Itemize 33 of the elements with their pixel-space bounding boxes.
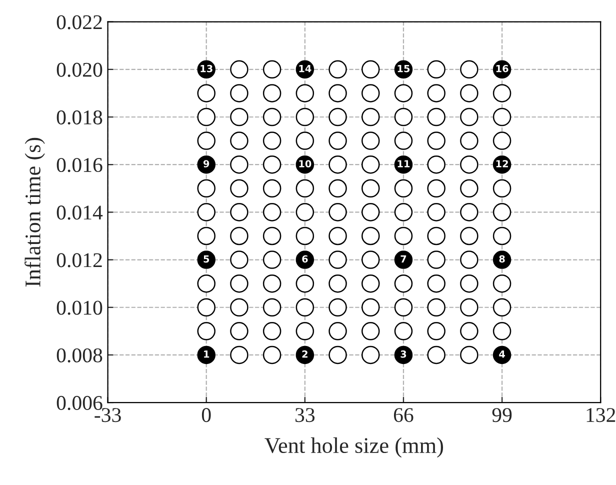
annotation: 15 bbox=[398, 65, 410, 72]
x-tick-label: 66 bbox=[394, 408, 414, 422]
y-axis-title: Inflation time (s) bbox=[24, 138, 45, 287]
y-tick-label: 0.016 bbox=[56, 158, 102, 172]
annotation: 5 bbox=[204, 255, 210, 263]
annotation: 3 bbox=[400, 350, 406, 358]
x-tick-label: -33 bbox=[94, 408, 121, 422]
x-tick-label: 99 bbox=[492, 408, 512, 422]
annotation: 16 bbox=[496, 64, 508, 72]
annotation: 9 bbox=[203, 160, 210, 168]
y-tick-label: 0.006 bbox=[56, 396, 102, 410]
y-tick-label: 0.022 bbox=[56, 15, 102, 30]
annotation: 11 bbox=[398, 160, 410, 168]
y-tick-label: 0.010 bbox=[56, 300, 102, 315]
annotation: 7 bbox=[400, 255, 406, 262]
annotation: 8 bbox=[499, 255, 505, 263]
y-tick-label: 0.014 bbox=[56, 206, 103, 220]
annotation: 4 bbox=[499, 350, 505, 358]
annotation: 13 bbox=[200, 64, 212, 72]
annotation: 2 bbox=[302, 350, 308, 358]
y-tick-label: 0.020 bbox=[56, 62, 102, 77]
annotation: 1 bbox=[204, 350, 210, 358]
y-tick-label: 0.018 bbox=[56, 110, 102, 125]
annotation: 12 bbox=[496, 160, 508, 168]
annotation: 10 bbox=[299, 160, 312, 168]
x-axis-title: Vent hole size (mm) bbox=[264, 437, 444, 458]
x-tick-label: 132 bbox=[586, 408, 616, 422]
annotation: 6 bbox=[302, 255, 308, 263]
annotation: 14 bbox=[299, 65, 312, 72]
x-tick-label: 0 bbox=[202, 408, 211, 422]
y-tick-label: 0.008 bbox=[56, 348, 102, 362]
y-tick-label: 0.012 bbox=[56, 253, 102, 268]
x-tick-label: 33 bbox=[296, 408, 315, 422]
